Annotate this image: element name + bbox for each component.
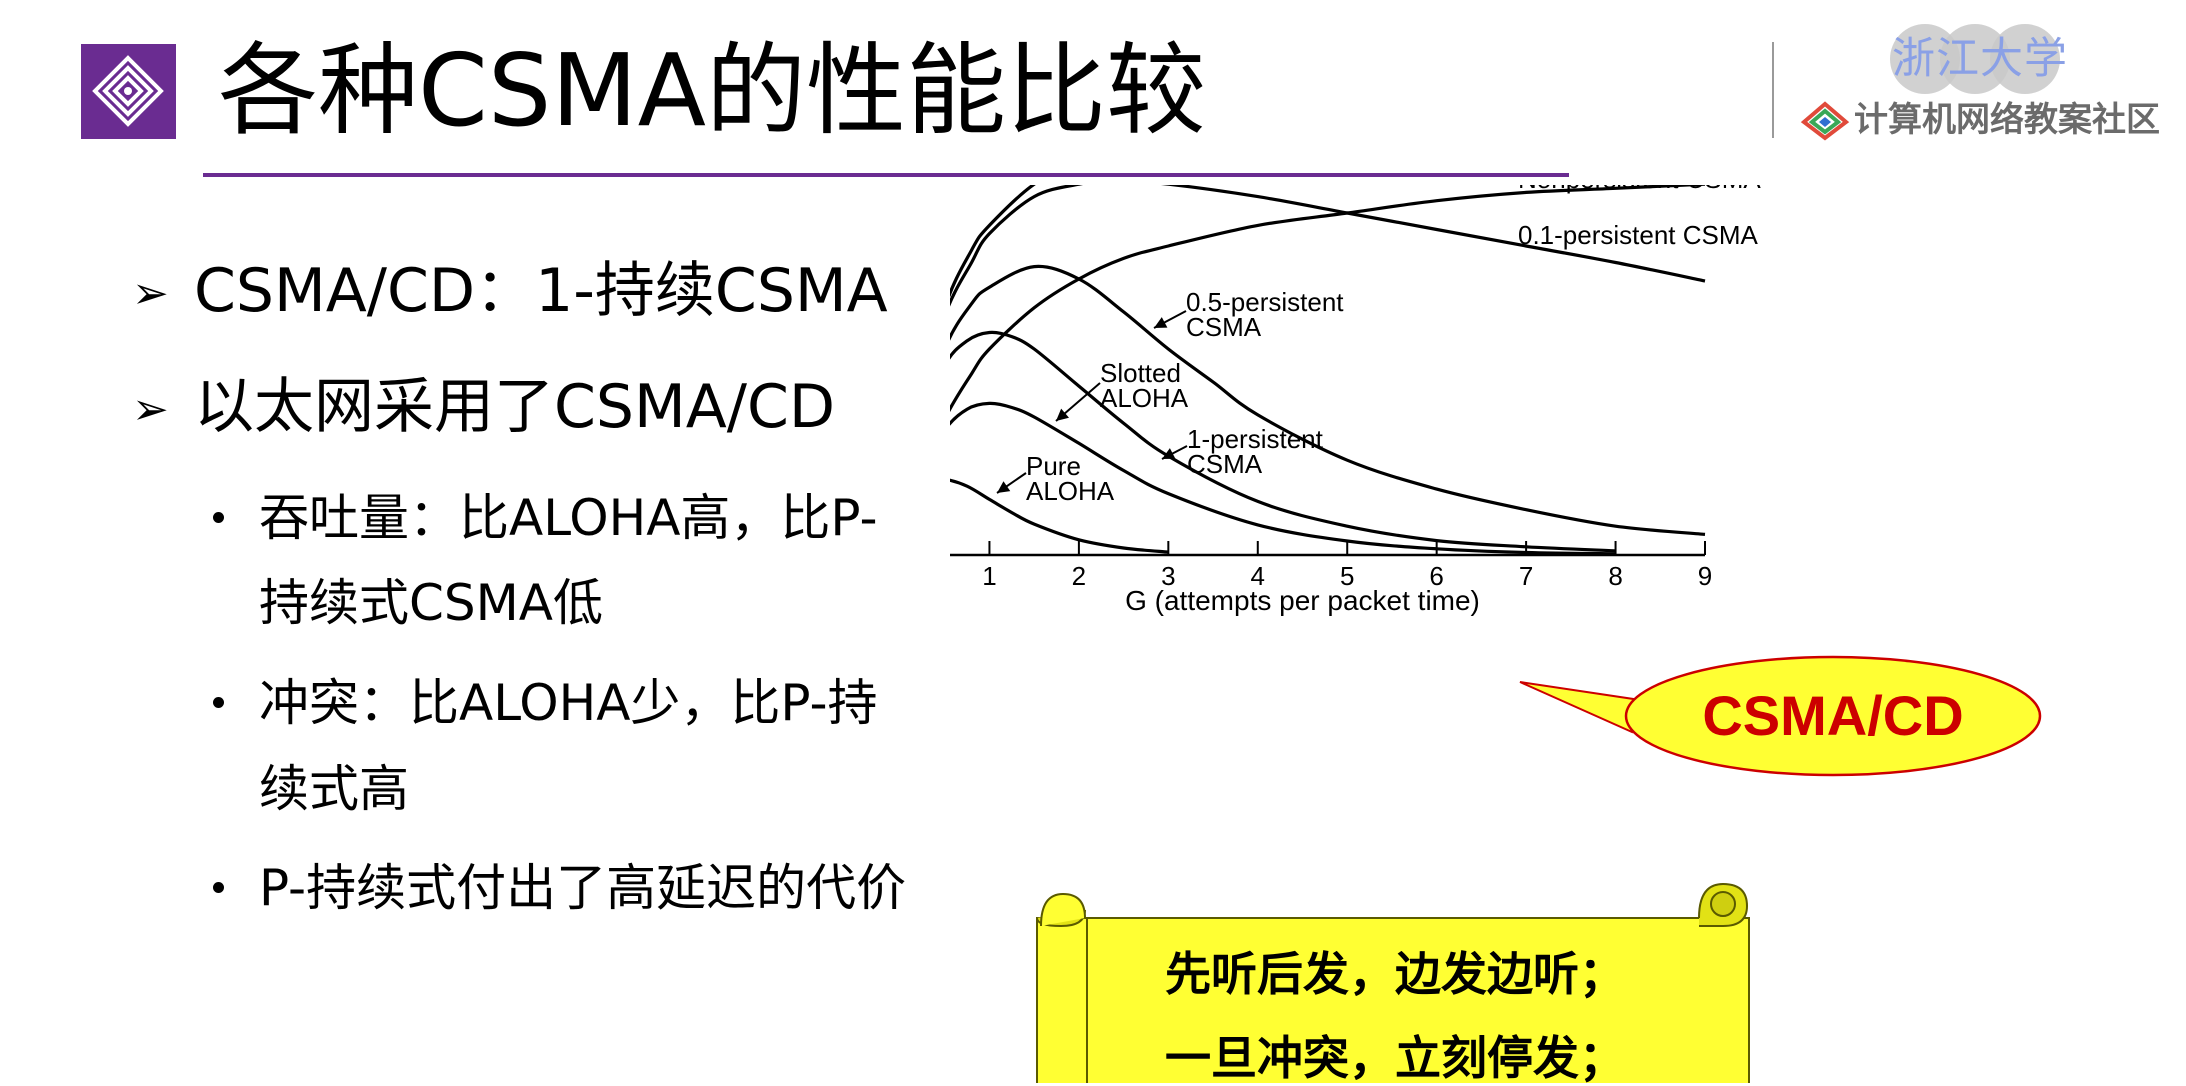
sub-bullet-item: 冲突：比ALOHA少，比P-持 (213, 673, 878, 733)
x-tick-label: 5 (1340, 561, 1354, 591)
community-brand: 计算机网络教案社区 (1800, 96, 2180, 146)
chart-curves (950, 185, 1706, 556)
series-label-line: Nonpersistent CSMA (1518, 185, 1761, 194)
arrow-bullet-icon: ➢ (132, 384, 169, 436)
dot-bullet-icon (213, 512, 224, 523)
series-label-line: ALOHA (1100, 383, 1189, 413)
series-01-persistent-csma-line (950, 185, 1706, 307)
bullet-text: 以太网采用了CSMA/CD (194, 372, 836, 442)
title-underline (203, 173, 1569, 177)
x-tick-label: 4 (1251, 561, 1265, 591)
series-label-line: 0.5-persistent (1186, 287, 1344, 317)
series-05-persistent-csma-line (950, 264, 1706, 536)
scroll-line: 一旦冲突，立刻停发； (1165, 1031, 1625, 1085)
chart-axes: 012345678900.10.20.30.40.50.60.70.80.91.… (950, 541, 1712, 616)
page-title: 各种CSMA的性能比较 (218, 32, 1206, 149)
series-05-persistent-csma-label: 0.5-persistent CSMA (1186, 287, 1344, 342)
arrowhead-icon (1154, 317, 1168, 328)
arrowhead-icon (1056, 408, 1070, 421)
bullet-text: CSMA/CD：1-持续CSMA (194, 256, 888, 326)
university-badge: 浙江大学 (1890, 24, 2068, 94)
scroll-line: 先听后发，边发边听； (1165, 947, 1625, 1001)
dot-bullet-icon (213, 882, 224, 893)
series-slotted-aloha-line (950, 401, 1616, 556)
chart-svg: 012345678900.10.20.30.40.50.60.70.80.91.… (950, 185, 1761, 616)
x-tick-label: 9 (1698, 561, 1712, 591)
x-tick-label: 7 (1519, 561, 1533, 591)
series-nonpersistent-csma-line (950, 185, 1706, 413)
dot-bullet-icon (213, 697, 224, 708)
x-tick-label: 8 (1608, 561, 1622, 591)
header-divider (1772, 42, 1774, 138)
scroll-banner: 先听后发，边发边听； 一旦冲突，立刻停发； (1033, 880, 1753, 1085)
x-axis-label: G (attempts per packet time) (1125, 585, 1480, 616)
x-tick-label: 1 (982, 561, 996, 591)
university-name: 浙江大学 (1892, 34, 2068, 84)
series-label-line: 1-persistent (1187, 424, 1324, 454)
sub-bullet-text: 冲突：比ALOHA少，比P-持 (259, 674, 878, 732)
chart-series-labels: 0.01-persistent CSMANonpersistent CSMA0.… (996, 185, 1761, 506)
x-tick-label: 2 (1072, 561, 1086, 591)
series-label-line: CSMA (1187, 449, 1263, 479)
series-label-line: Pure (1026, 451, 1081, 481)
series-pure-aloha-line (950, 478, 1169, 554)
series-1-persistent-csma-label: 1-persistent CSMA (1187, 424, 1324, 479)
series-nonpersistent-csma-label: Nonpersistent CSMA (1518, 185, 1761, 194)
community-logo-icon (1800, 101, 1850, 141)
badge-circle (1990, 24, 2060, 94)
community-name: 计算机网络教案社区 (1854, 100, 2160, 140)
series-label-line: 0.1-persistent CSMA (1518, 220, 1759, 250)
series-label-line: Slotted (1100, 358, 1181, 388)
scroll-shape-icon (1036, 882, 1750, 1083)
x-tick-label: 3 (1161, 561, 1175, 591)
series-label-line: ALOHA (1026, 476, 1115, 506)
csma-throughput-chart: 012345678900.10.20.30.40.50.60.70.80.91.… (950, 185, 2186, 895)
bullet-item: ➢ 以太网采用了CSMA/CD (132, 372, 835, 445)
sub-bullet-text: 吞吐量：比ALOHA高，比P- (259, 489, 878, 547)
sub-bullet-continuation: 续式高 (259, 760, 409, 818)
bullet-item: ➢ CSMA/CD：1-持续CSMA (132, 256, 888, 329)
x-tick-label: 6 (1429, 561, 1443, 591)
diamond-logo-icon (92, 55, 164, 127)
series-slotted-aloha-label: Slotted ALOHA (1100, 358, 1189, 413)
arrow-bullet-icon: ➢ (132, 268, 169, 320)
series-pure-aloha-label: Pure ALOHA (1026, 451, 1115, 506)
series-1-persistent-csma-line (950, 330, 1616, 553)
zju-logo (81, 44, 176, 139)
series-01-persistent-csma-label: 0.1-persistent CSMA (1518, 220, 1759, 250)
sub-bullet-continuation: 持续式CSMA低 (259, 574, 603, 632)
arrowhead-icon (1162, 448, 1176, 459)
arrowhead-icon (997, 481, 1011, 493)
sub-bullet-item: 吞吐量：比ALOHA高，比P- (213, 488, 878, 548)
sub-bullet-text: P-持续式付出了高延迟的代价 (259, 859, 907, 917)
sub-bullet-item: P-持续式付出了高延迟的代价 (213, 858, 914, 918)
series-label-line: CSMA (1186, 312, 1262, 342)
